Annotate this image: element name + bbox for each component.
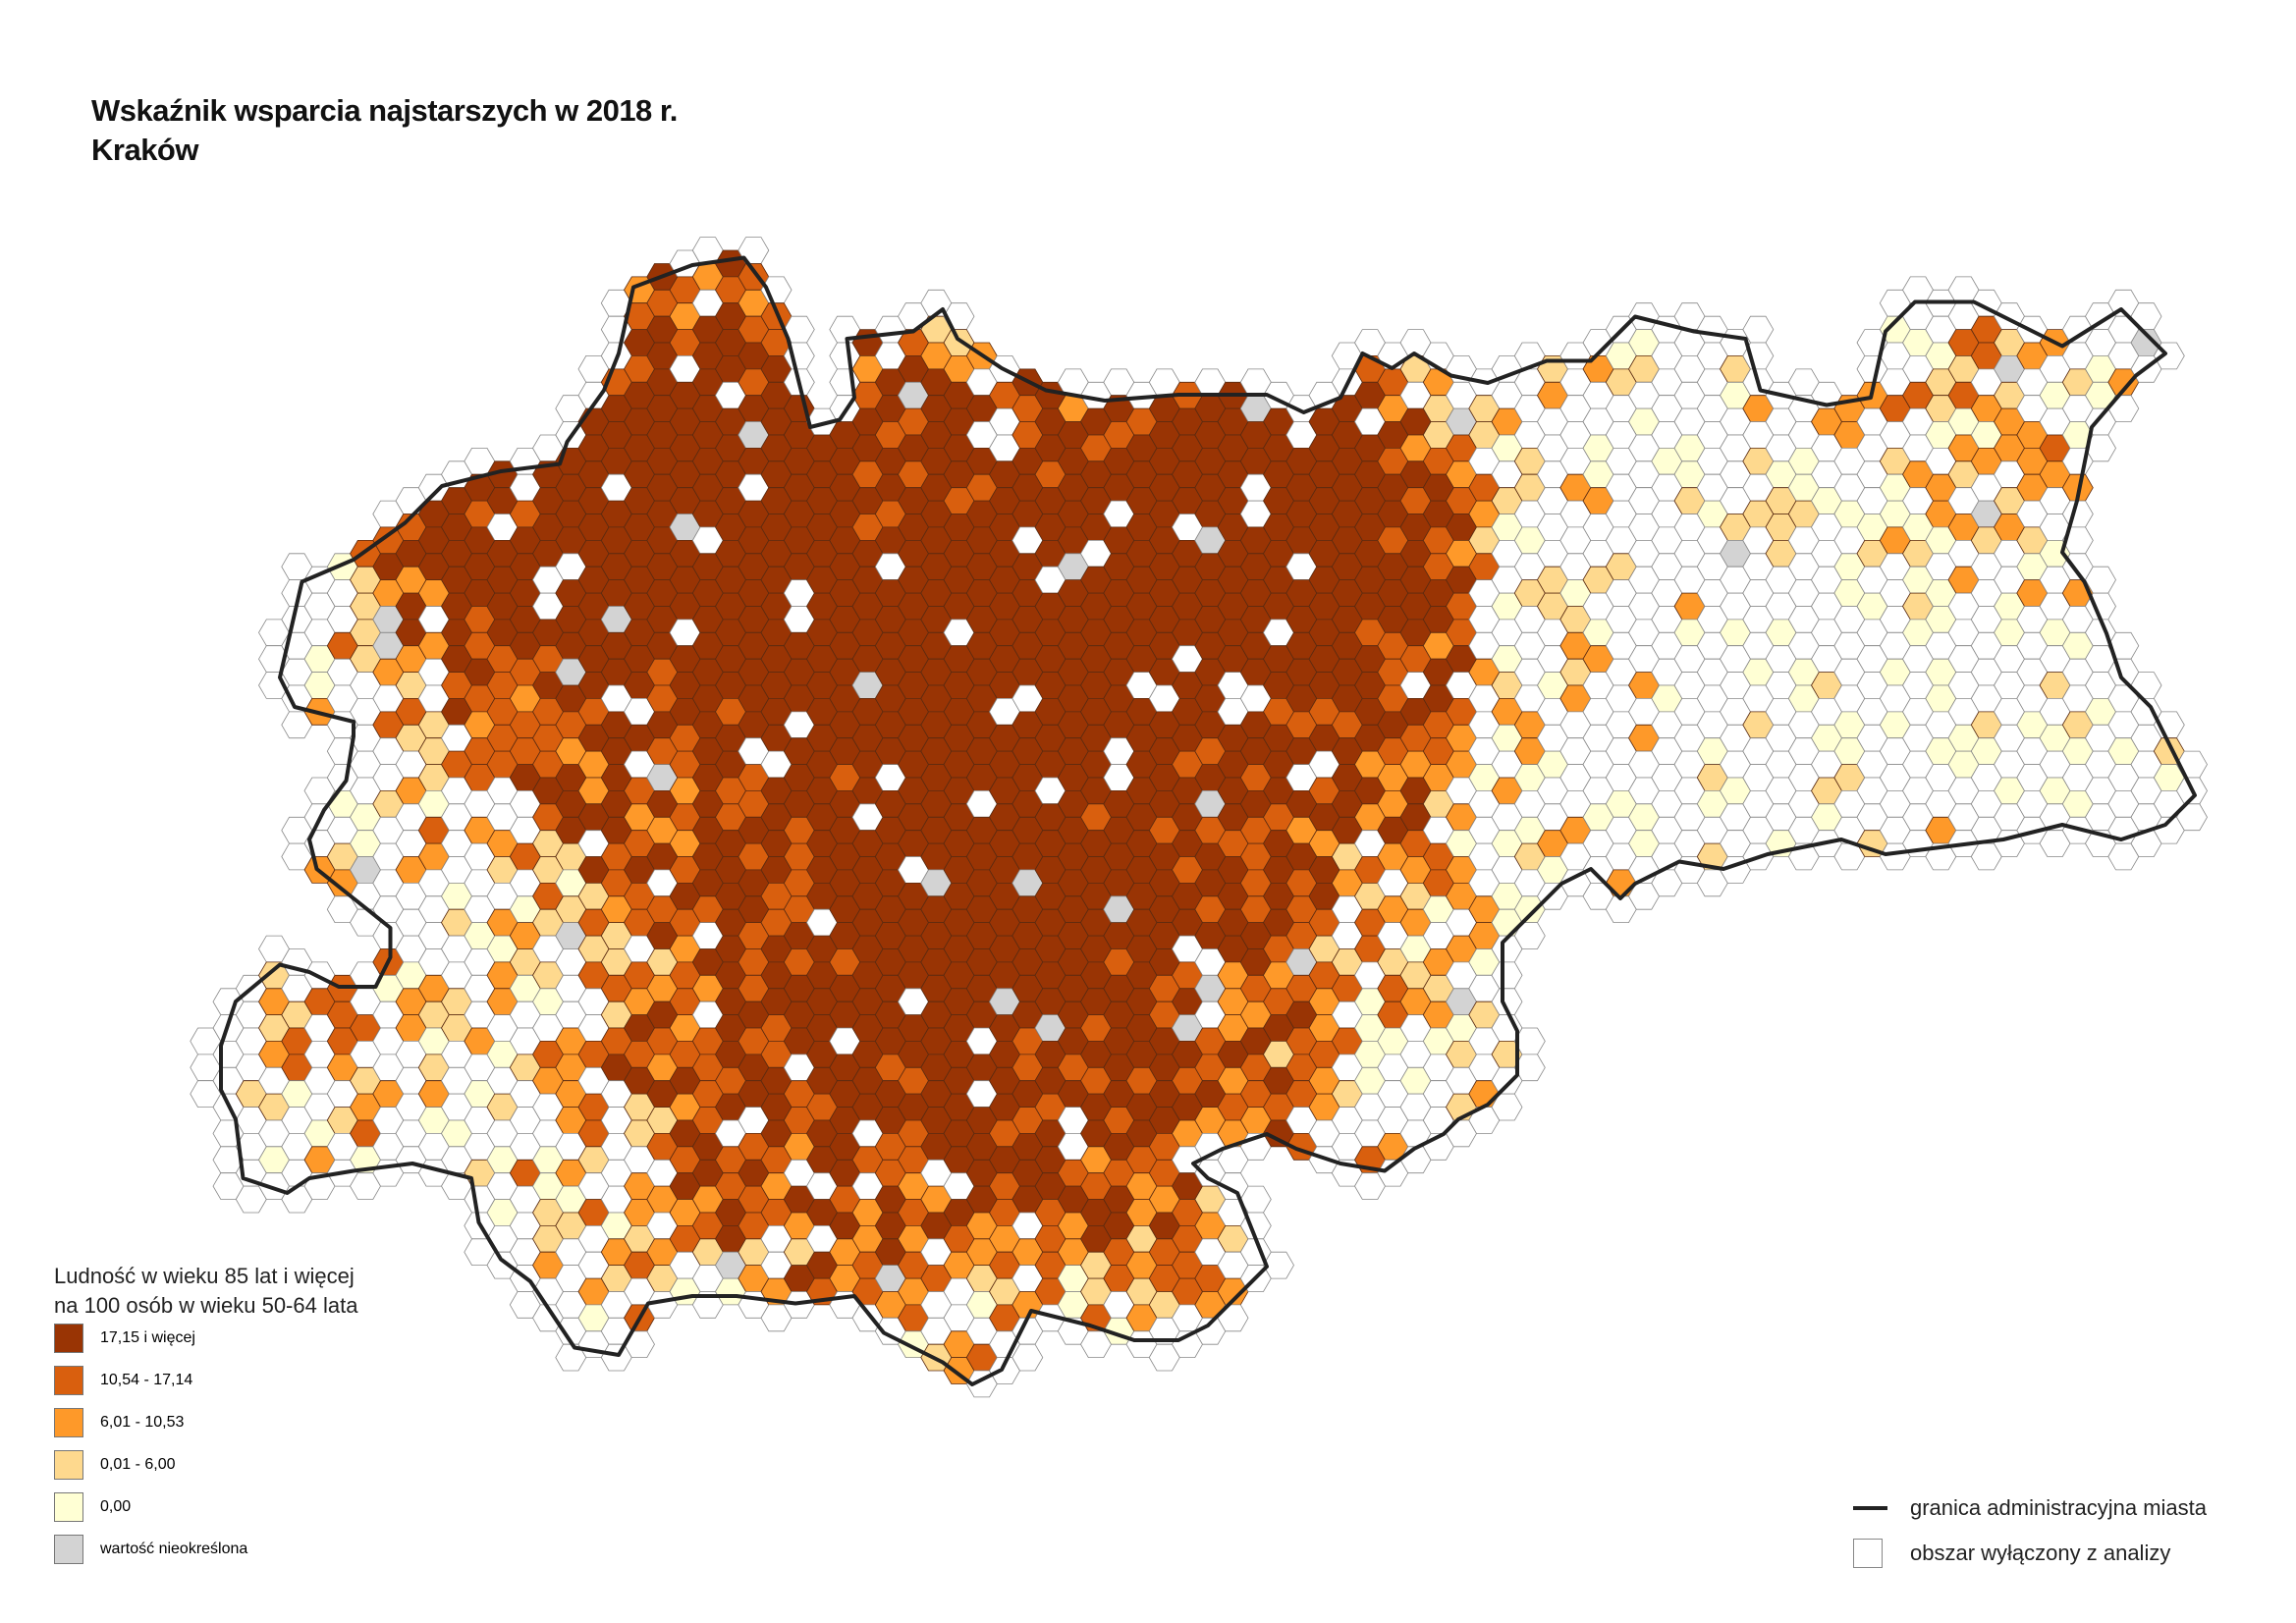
legend-swatch <box>54 1407 83 1437</box>
legend-label: wartość nieokreślona <box>100 1540 248 1557</box>
map-title: Wskaźnik wsparcia najstarszych w 2018 r. <box>91 93 678 128</box>
legend-item-class-1: 17,15 i więcej <box>54 1323 195 1353</box>
legend-swatch <box>54 1449 83 1480</box>
legend-label: 0,01 - 6,00 <box>100 1455 176 1473</box>
legend-item-class-2: 10,54 - 17,14 <box>54 1365 192 1395</box>
legend-item-class-5: 0,00 <box>54 1491 131 1522</box>
hex-cell <box>1263 1251 1294 1279</box>
legend-heading-line1: Ludność w wieku 85 lat i więcej <box>54 1264 355 1288</box>
hex-cell <box>1513 1054 1546 1082</box>
legend-heading: Ludność w wieku 85 lat i więcej na 100 o… <box>54 1262 357 1321</box>
map-subtitle-city: Kraków <box>91 133 198 167</box>
legend-label: granica administracyjna miasta <box>1910 1495 2208 1520</box>
legend-heading-line2: na 100 osób w wieku 50-64 lata <box>54 1293 358 1318</box>
legend-swatch <box>54 1365 83 1395</box>
legend-item-excluded: obszar wyłączony z analizy <box>1853 1539 2170 1568</box>
hex-cell <box>2085 434 2116 462</box>
hex-cell <box>1491 1093 1523 1121</box>
legend-label: 6,01 - 10,53 <box>100 1413 185 1431</box>
legend-item-class-4: 0,01 - 6,00 <box>54 1449 176 1480</box>
hex-grid <box>190 237 2208 1398</box>
legend-swatch <box>54 1534 83 1564</box>
hex-cell <box>1513 922 1546 949</box>
legend-label: obszar wyłączony z analizy <box>1910 1541 2171 1565</box>
hex-cell <box>2176 803 2208 832</box>
legend-swatch <box>54 1323 83 1353</box>
legend-item-class-3: 6,01 - 10,53 <box>54 1407 184 1437</box>
legend-swatch <box>54 1491 83 1522</box>
legend-label: 17,15 i więcej <box>100 1328 195 1346</box>
hex-cell <box>1011 1343 1044 1372</box>
legend-item-boundary: granica administracyjna miasta <box>1853 1495 2207 1521</box>
legend-label: 0,00 <box>100 1497 132 1515</box>
excluded-area-swatch <box>1853 1539 1883 1568</box>
city-boundary-line <box>219 255 2197 1386</box>
legend-item-undefined: wartość nieokreślona <box>54 1534 247 1564</box>
legend-label: 10,54 - 17,14 <box>100 1371 193 1388</box>
boundary-line-swatch <box>1853 1506 1887 1510</box>
